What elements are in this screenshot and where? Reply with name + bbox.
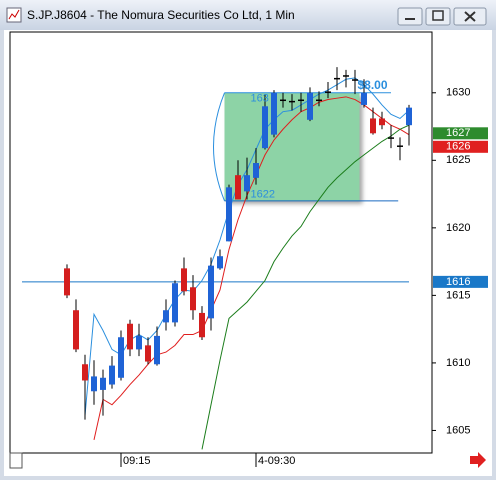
candle-body xyxy=(307,92,313,120)
minimize-button[interactable] xyxy=(397,7,423,26)
candle-body xyxy=(244,175,250,192)
price-tag-label: 1626 xyxy=(446,141,470,153)
y-tick-label: 1625 xyxy=(446,154,470,166)
range-bracket xyxy=(213,92,225,202)
y-tick-label: 1630 xyxy=(446,87,470,99)
candle-body xyxy=(217,256,223,269)
window-title: S.JP.J8604 - The Nomura Securities Co Lt… xyxy=(27,8,295,22)
box-low-label: 1622 xyxy=(251,189,275,201)
candle-body xyxy=(271,92,277,135)
y-tick-label: 1610 xyxy=(446,357,470,369)
box-measure: $8.00 xyxy=(358,78,388,92)
candle-body xyxy=(190,287,196,311)
indicator-line xyxy=(93,96,410,441)
x-tick-label: 4-09:30 xyxy=(258,455,295,467)
candle-body xyxy=(100,377,106,390)
price-tag-label: 1616 xyxy=(446,276,470,288)
candle-body xyxy=(298,99,304,102)
candle-body xyxy=(181,268,187,292)
candle-body xyxy=(262,106,268,149)
candle-body xyxy=(316,99,322,102)
candle-body xyxy=(172,283,178,323)
price-tag xyxy=(433,140,488,153)
candle-body xyxy=(73,310,79,350)
price-tag-label: 1627 xyxy=(446,127,470,139)
indicator-line xyxy=(201,124,410,450)
price-tag xyxy=(433,127,488,140)
candle-body xyxy=(109,365,115,385)
candle-body xyxy=(235,175,241,200)
y-tick-label: 1620 xyxy=(446,222,470,234)
candle-body xyxy=(127,323,133,350)
box-high-label: 163 xyxy=(251,93,269,105)
candle-body xyxy=(82,364,88,381)
candle-body xyxy=(253,163,259,178)
candle-body xyxy=(352,79,358,81)
candle-body xyxy=(136,335,142,350)
candle-body xyxy=(379,118,385,126)
x-tick-label: 09:15 xyxy=(123,455,151,467)
candle-body xyxy=(289,100,295,103)
candle-body xyxy=(325,91,331,93)
candle-body xyxy=(118,337,124,378)
plot-area xyxy=(9,31,433,454)
y-tick-label: 1605 xyxy=(446,424,470,436)
candle-body xyxy=(91,376,97,392)
candle-body xyxy=(343,75,349,77)
maximize-button[interactable] xyxy=(425,7,451,26)
candle-body xyxy=(406,107,412,126)
candle-body xyxy=(199,312,205,338)
app-icon xyxy=(6,7,22,23)
candle-body xyxy=(154,335,160,365)
price-tag xyxy=(433,275,488,288)
scroll-right-arrow[interactable] xyxy=(470,452,486,468)
candle-body xyxy=(145,345,151,362)
candle-body xyxy=(226,187,232,242)
candle-body xyxy=(370,118,376,134)
candle-body xyxy=(208,265,214,319)
close-button[interactable] xyxy=(453,7,487,26)
y-tick-label: 1615 xyxy=(446,289,470,301)
candle-body xyxy=(397,145,403,147)
candle-body xyxy=(163,310,169,323)
candle-body xyxy=(361,92,367,105)
candle-body xyxy=(334,77,340,80)
scroll-box[interactable] xyxy=(9,452,23,469)
candle-body xyxy=(388,137,394,139)
candle-body xyxy=(64,268,70,296)
candle-body xyxy=(280,99,286,102)
